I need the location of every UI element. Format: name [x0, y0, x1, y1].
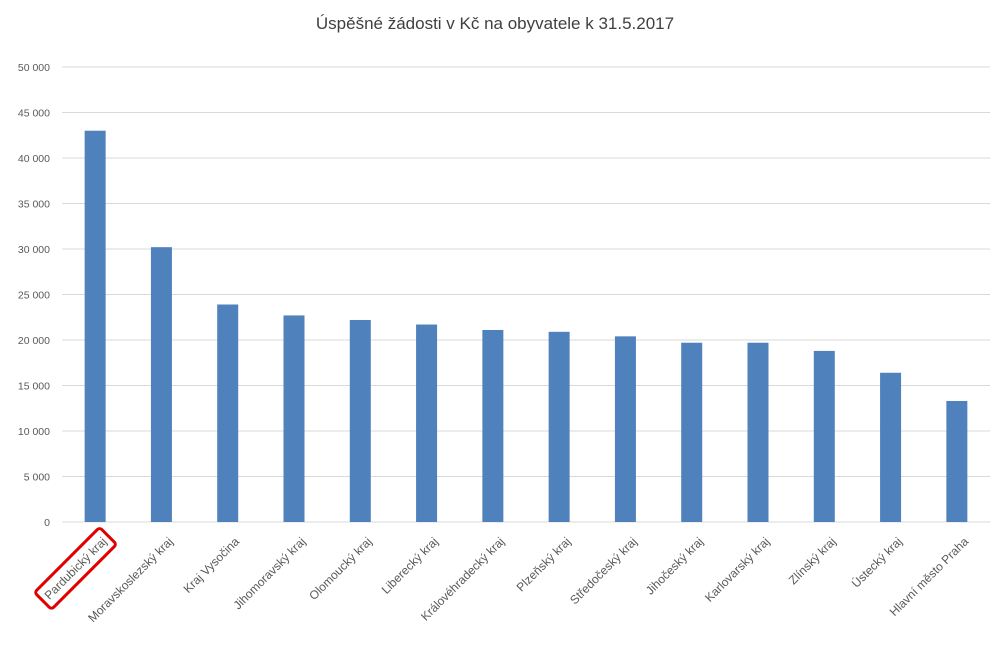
bar [946, 400, 968, 522]
bar [614, 336, 636, 522]
x-tick-label: Olomoucký kraj [306, 534, 374, 602]
x-tick-label: Kraj Vysočina [181, 534, 243, 596]
bar [880, 372, 902, 522]
y-tick-label: 30 000 [18, 244, 50, 256]
bar [150, 247, 172, 522]
x-tick-group: Jihomoravský kraj [231, 534, 309, 612]
x-tick-label: Plzeňský kraj [514, 534, 574, 594]
x-tick-label: Karlovarský kraj [702, 534, 772, 604]
y-tick-label: 20 000 [18, 335, 50, 347]
x-tick-group: Zlínský kraj [786, 534, 839, 587]
x-tick-label: Liberecký kraj [379, 534, 441, 596]
y-tick-label: 15 000 [18, 381, 50, 393]
x-tick-group: Ústecký kraj [848, 534, 905, 591]
x-tick-group: Olomoucký kraj [306, 534, 374, 602]
y-tick-label: 10 000 [18, 426, 50, 438]
y-tick-label: 25 000 [18, 290, 50, 302]
x-tick-label: Středočeský kraj [567, 534, 640, 607]
x-tick-group: Karlovarský kraj [702, 534, 772, 604]
bar [217, 304, 239, 522]
bar [747, 342, 769, 522]
y-tick-label: 0 [44, 517, 50, 529]
y-tick-label: 5 000 [24, 472, 50, 484]
x-tick-label: Ústecký kraj [848, 534, 905, 591]
bar [283, 315, 305, 522]
x-tick-group: Jihočeský kraj [643, 534, 706, 597]
y-tick-label: 35 000 [18, 199, 50, 211]
x-tick-label: Jihomoravský kraj [231, 534, 309, 612]
bar [548, 331, 570, 522]
bar [482, 329, 504, 522]
x-tick-label: Pardubický kraj [42, 534, 110, 602]
bar [416, 324, 438, 522]
x-tick-group: Kraj Vysočina [181, 534, 243, 596]
y-tick-label: 40 000 [18, 153, 50, 165]
x-tick-label: Jihočeský kraj [643, 534, 706, 597]
y-tick-label: 50 000 [18, 62, 50, 74]
chart-title: Úspěšné žádosti v Kč na obyvatele k 31.5… [315, 14, 675, 33]
bar [681, 342, 703, 522]
x-tick-group: Plzeňský kraj [514, 534, 574, 594]
x-tick-group: Středočeský kraj [567, 534, 640, 607]
y-tick-label: 45 000 [18, 108, 50, 120]
bar [84, 130, 106, 522]
bar [349, 319, 371, 522]
bar [813, 350, 835, 522]
x-tick-group: Liberecký kraj [379, 534, 441, 596]
highlight-box [34, 527, 117, 610]
x-tick-label: Zlínský kraj [786, 534, 839, 587]
